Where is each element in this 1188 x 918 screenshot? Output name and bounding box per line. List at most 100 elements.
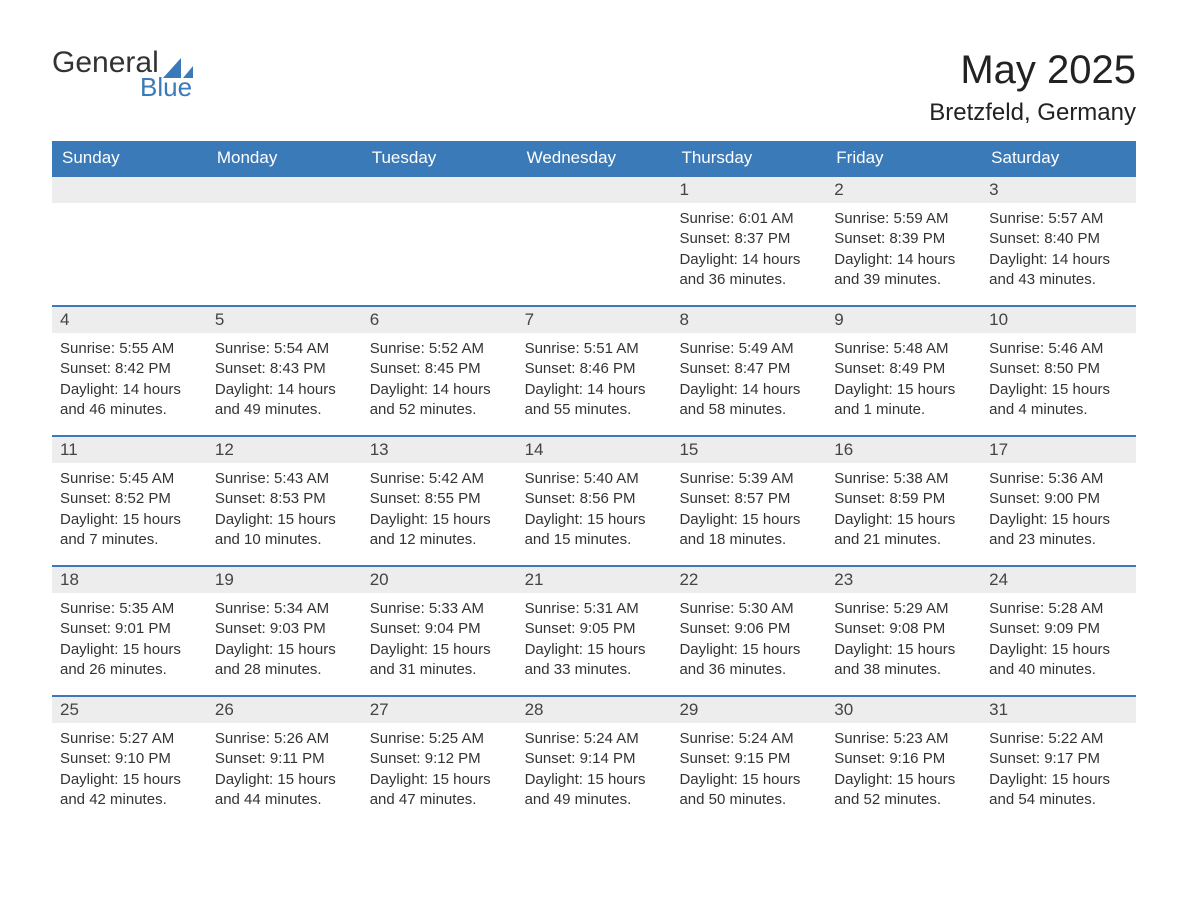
sunset-line: Sunset: 9:01 PM bbox=[60, 619, 199, 639]
day-number: 25 bbox=[52, 695, 207, 723]
day-cell-1: 1Sunrise: 6:01 AMSunset: 8:37 PMDaylight… bbox=[671, 175, 826, 305]
day-cell-17: 17Sunrise: 5:36 AMSunset: 9:00 PMDayligh… bbox=[981, 435, 1136, 565]
day-body: Sunrise: 5:38 AMSunset: 8:59 PMDaylight:… bbox=[826, 463, 981, 560]
day-body: Sunrise: 5:29 AMSunset: 9:08 PMDaylight:… bbox=[826, 593, 981, 690]
weekday-thursday: Thursday bbox=[671, 141, 826, 175]
sunrise-line: Sunrise: 5:26 AM bbox=[215, 729, 354, 749]
day-body: Sunrise: 6:01 AMSunset: 8:37 PMDaylight:… bbox=[671, 203, 826, 300]
sunrise-line: Sunrise: 5:59 AM bbox=[834, 209, 973, 229]
day-number: 31 bbox=[981, 695, 1136, 723]
sunrise-line: Sunrise: 5:38 AM bbox=[834, 469, 973, 489]
day-body: Sunrise: 5:52 AMSunset: 8:45 PMDaylight:… bbox=[362, 333, 517, 430]
daylight-line: Daylight: 15 hours and 42 minutes. bbox=[60, 770, 199, 811]
day-number: 21 bbox=[517, 565, 672, 593]
day-number: 29 bbox=[671, 695, 826, 723]
day-number: . bbox=[517, 175, 672, 203]
day-cell-25: 25Sunrise: 5:27 AMSunset: 9:10 PMDayligh… bbox=[52, 695, 207, 825]
day-cell-27: 27Sunrise: 5:25 AMSunset: 9:12 PMDayligh… bbox=[362, 695, 517, 825]
day-cell-28: 28Sunrise: 5:24 AMSunset: 9:14 PMDayligh… bbox=[517, 695, 672, 825]
daylight-line: Daylight: 15 hours and 1 minute. bbox=[834, 380, 973, 421]
sunset-line: Sunset: 9:10 PM bbox=[60, 749, 199, 769]
sunrise-line: Sunrise: 5:42 AM bbox=[370, 469, 509, 489]
day-body: Sunrise: 5:36 AMSunset: 9:00 PMDaylight:… bbox=[981, 463, 1136, 560]
day-body bbox=[517, 203, 672, 219]
day-cell-18: 18Sunrise: 5:35 AMSunset: 9:01 PMDayligh… bbox=[52, 565, 207, 695]
sunrise-line: Sunrise: 5:49 AM bbox=[679, 339, 818, 359]
day-number: 18 bbox=[52, 565, 207, 593]
daylight-line: Daylight: 15 hours and 50 minutes. bbox=[679, 770, 818, 811]
sunset-line: Sunset: 8:52 PM bbox=[60, 489, 199, 509]
daylight-line: Daylight: 15 hours and 33 minutes. bbox=[525, 640, 664, 681]
title-block: May 2025 Bretzfeld, Germany bbox=[929, 48, 1136, 127]
day-cell-20: 20Sunrise: 5:33 AMSunset: 9:04 PMDayligh… bbox=[362, 565, 517, 695]
day-number: 8 bbox=[671, 305, 826, 333]
day-number: 9 bbox=[826, 305, 981, 333]
sunrise-line: Sunrise: 5:34 AM bbox=[215, 599, 354, 619]
day-cell-9: 9Sunrise: 5:48 AMSunset: 8:49 PMDaylight… bbox=[826, 305, 981, 435]
sunset-line: Sunset: 9:14 PM bbox=[525, 749, 664, 769]
sunrise-line: Sunrise: 5:35 AM bbox=[60, 599, 199, 619]
daylight-line: Daylight: 14 hours and 52 minutes. bbox=[370, 380, 509, 421]
day-number: . bbox=[52, 175, 207, 203]
daylight-line: Daylight: 15 hours and 47 minutes. bbox=[370, 770, 509, 811]
sunset-line: Sunset: 8:53 PM bbox=[215, 489, 354, 509]
daylight-line: Daylight: 15 hours and 38 minutes. bbox=[834, 640, 973, 681]
sunrise-line: Sunrise: 5:36 AM bbox=[989, 469, 1128, 489]
daylight-line: Daylight: 15 hours and 23 minutes. bbox=[989, 510, 1128, 551]
day-body: Sunrise: 5:39 AMSunset: 8:57 PMDaylight:… bbox=[671, 463, 826, 560]
sunset-line: Sunset: 9:04 PM bbox=[370, 619, 509, 639]
daylight-line: Daylight: 15 hours and 54 minutes. bbox=[989, 770, 1128, 811]
week-row: 18 Sunrise: 5:35 AMSunset: 9:01 PM Dayligh… bbox=[52, 565, 1136, 695]
day-cell-15: 15Sunrise: 5:39 AMSunset: 8:57 PMDayligh… bbox=[671, 435, 826, 565]
sunset-line: Sunset: 9:16 PM bbox=[834, 749, 973, 769]
sunrise-line: Sunrise: 5:33 AM bbox=[370, 599, 509, 619]
sunset-line: Sunset: 8:43 PM bbox=[215, 359, 354, 379]
sunset-line: Sunset: 8:56 PM bbox=[525, 489, 664, 509]
day-body: Sunrise: 5:23 AMSunset: 9:16 PMDaylight:… bbox=[826, 723, 981, 820]
day-body: Sunrise: 5:54 AMSunset: 8:43 PMDaylight:… bbox=[207, 333, 362, 430]
daylight-line: Daylight: 15 hours and 21 minutes. bbox=[834, 510, 973, 551]
daylight-line: Daylight: 14 hours and 58 minutes. bbox=[679, 380, 818, 421]
day-body: Sunrise: 5:55 AMSunset: 8:42 PMDaylight:… bbox=[52, 333, 207, 430]
sunrise-line: Sunrise: 5:22 AM bbox=[989, 729, 1128, 749]
sunset-line: Sunset: 9:08 PM bbox=[834, 619, 973, 639]
sunset-line: Sunset: 8:49 PM bbox=[834, 359, 973, 379]
sunset-line: Sunset: 8:59 PM bbox=[834, 489, 973, 509]
day-number: 14 bbox=[517, 435, 672, 463]
daylight-line: Daylight: 15 hours and 7 minutes. bbox=[60, 510, 199, 551]
week-row: 4Sunrise: 5:55 AMSunset: 8:42 PMDaylight… bbox=[52, 305, 1136, 435]
header: General Blue May 2025 Bretzfeld, Germany bbox=[52, 48, 1136, 127]
day-body: Sunrise: 5:26 AMSunset: 9:11 PMDaylight:… bbox=[207, 723, 362, 820]
logo-text-blue: Blue bbox=[140, 74, 193, 100]
weekday-tuesday: Tuesday bbox=[362, 141, 517, 175]
day-number: 22 bbox=[671, 565, 826, 593]
sunset-line: Sunset: 8:42 PM bbox=[60, 359, 199, 379]
sunset-line: Sunset: 8:37 PM bbox=[679, 229, 818, 249]
day-body: Sunrise: 5:28 AMSunset: 9:09 PMDaylight:… bbox=[981, 593, 1136, 690]
daylight-line: Daylight: 15 hours and 12 minutes. bbox=[370, 510, 509, 551]
sunset-line: Sunset: 8:47 PM bbox=[679, 359, 818, 379]
day-number: 30 bbox=[826, 695, 981, 723]
day-cell-29: 29Sunrise: 5:24 AMSunset: 9:15 PMDayligh… bbox=[671, 695, 826, 825]
weeks-container: ....1Sunrise: 6:01 AMSunset: 8:37 PMDayl… bbox=[52, 175, 1136, 825]
day-number: 24 bbox=[981, 565, 1136, 593]
day-body: Sunrise: 5:59 AMSunset: 8:39 PMDaylight:… bbox=[826, 203, 981, 300]
day-body: Sunrise: 5:57 AMSunset: 8:40 PMDaylight:… bbox=[981, 203, 1136, 300]
day-cell-21: 21Sunrise: 5:31 AMSunset: 9:05 PMDayligh… bbox=[517, 565, 672, 695]
daylight-line: Daylight: 15 hours and 52 minutes. bbox=[834, 770, 973, 811]
daylight-line: Daylight: 14 hours and 55 minutes. bbox=[525, 380, 664, 421]
day-cell-empty: . bbox=[52, 175, 207, 305]
day-number: 28 bbox=[517, 695, 672, 723]
day-cell-19: 19Sunrise: 5:34 AMSunset: 9:03 PMDayligh… bbox=[207, 565, 362, 695]
day-body: Sunrise: 5:25 AMSunset: 9:12 PMDaylight:… bbox=[362, 723, 517, 820]
sunrise-line: Sunrise: 5:45 AM bbox=[60, 469, 199, 489]
logo: General Blue bbox=[52, 48, 193, 100]
sunrise-line: Sunrise: 5:55 AM bbox=[60, 339, 199, 359]
day-number: 20 bbox=[362, 565, 517, 593]
day-number: . bbox=[207, 175, 362, 203]
day-body: Sunrise: 5:40 AMSunset: 8:56 PMDaylight:… bbox=[517, 463, 672, 560]
day-number: 2 bbox=[826, 175, 981, 203]
weekday-saturday: Saturday bbox=[981, 141, 1136, 175]
page-title: May 2025 bbox=[929, 48, 1136, 93]
day-cell-2: 2Sunrise: 5:59 AMSunset: 8:39 PMDaylight… bbox=[826, 175, 981, 305]
